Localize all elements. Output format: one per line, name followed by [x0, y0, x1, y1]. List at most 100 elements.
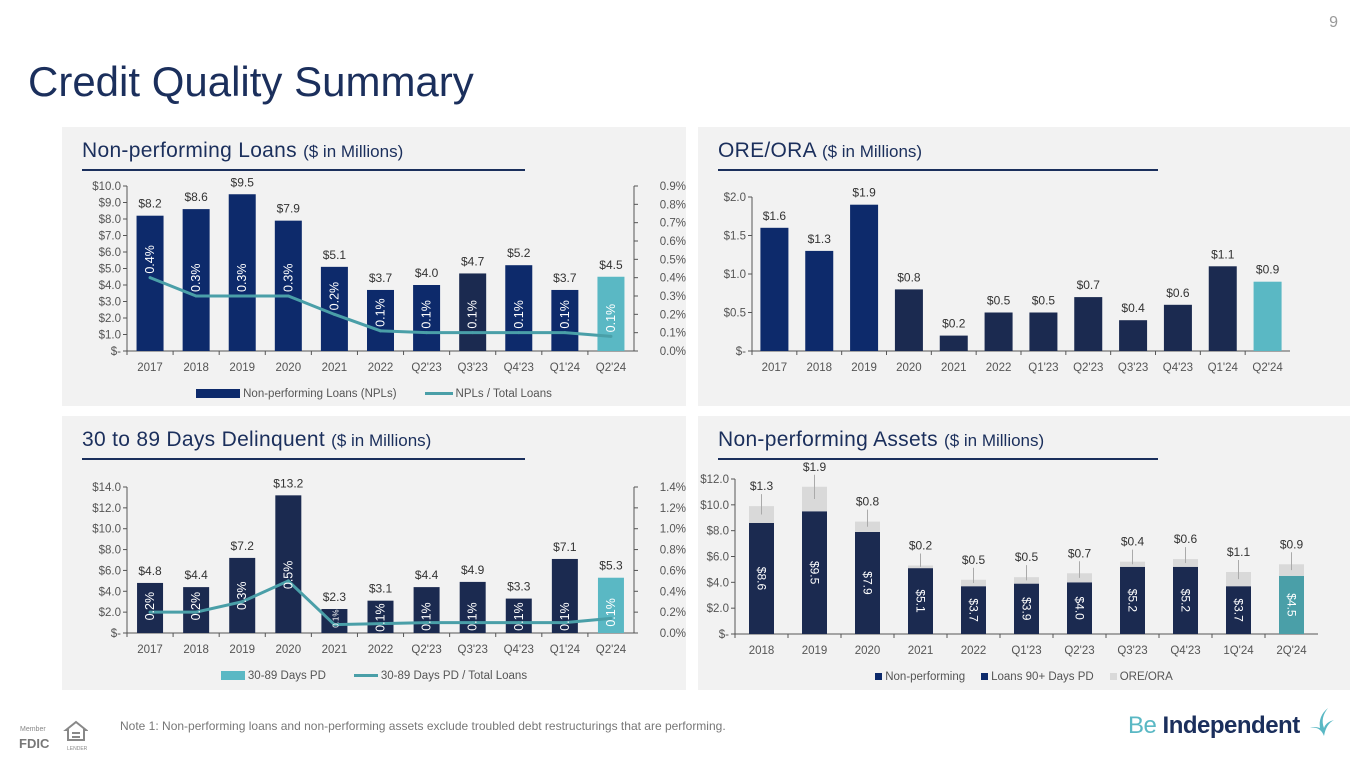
bar-value-label: $5.3: [599, 559, 623, 573]
title-underline: [82, 169, 525, 171]
bar: [1067, 582, 1092, 634]
bar: [1253, 281, 1282, 351]
legend-label: 30-89 Days PD: [247, 670, 326, 682]
ratio-value-label: 0.1%: [374, 603, 388, 632]
stack-segment-ore: [1067, 573, 1092, 583]
x-tick-label: Q4'23: [504, 362, 534, 374]
x-tick-label: 2022: [986, 362, 1012, 374]
bar-value-label: $3.7: [1232, 598, 1246, 622]
y-tick-label: $5.0: [99, 264, 121, 276]
bar-value-label: $5.2: [507, 246, 531, 260]
bar-value-label: $3.1: [369, 582, 393, 596]
y-tick-label: $14.0: [92, 482, 121, 494]
x-tick-label: 2019: [851, 362, 877, 374]
x-tick-label: 2021: [908, 645, 934, 657]
x-tick-label: 2017: [137, 644, 163, 656]
ore-value-label: $1.9: [803, 460, 827, 474]
y2-tick-label: 0.3%: [660, 291, 686, 303]
ore-value-label: $0.9: [1280, 537, 1304, 551]
y2-tick-label: 0.5%: [660, 254, 686, 266]
bar-value-label: $0.4: [1121, 301, 1145, 315]
bar-value-label: $4.5: [1285, 593, 1299, 617]
y2-tick-label: 0.0%: [660, 346, 686, 358]
ratio-point: [425, 331, 429, 335]
ratio-value-label: 0.4%: [143, 245, 157, 274]
y2-tick-label: 0.4%: [660, 586, 686, 598]
bar-value-label: $4.0: [1073, 596, 1087, 620]
bar-value-label: $4.4: [184, 568, 208, 582]
bar-value-label: $4.5: [599, 258, 623, 272]
stack-segment-ore: [908, 565, 933, 569]
legend-item: 30-89 Days PD: [220, 670, 326, 682]
y-tick-label: $2.0: [99, 313, 121, 325]
y2-tick-label: 0.8%: [660, 545, 686, 557]
x-tick-label: 2019: [229, 644, 255, 656]
ratio-point: [563, 331, 567, 335]
bar: [1279, 575, 1304, 634]
ratio-value-label: 0.2%: [327, 282, 341, 311]
y2-tick-label: 1.0%: [660, 524, 686, 536]
bar: [908, 568, 933, 634]
bar-value-label: $1.3: [808, 232, 832, 246]
x-tick-label: Q1'24: [550, 644, 581, 656]
ratio-point: [609, 334, 613, 338]
ratio-value-label: 0.1%: [558, 602, 572, 631]
bar: [320, 266, 348, 351]
legend-label: ORE/ORA: [1119, 671, 1173, 683]
delinquent-chart: $- $2.0 $4.0 $6.0 $8.0 $10.0 $12.0 $14.0 0.0% 0.2…: [92, 476, 686, 656]
bar: [321, 609, 348, 633]
y-tick-label: $6.0: [707, 552, 729, 564]
chart-title: ORE/ORA: [718, 139, 816, 162]
bar: [1120, 566, 1145, 634]
bar-value-label: $0.5: [987, 294, 1011, 308]
ratio-value-label: 0.3%: [235, 581, 249, 610]
y2-tick-label: 0.7%: [660, 218, 686, 230]
x-tick-label: Q1'23: [1011, 645, 1041, 657]
page-number: 9: [1329, 14, 1338, 31]
ratio-value-label: 0.1%: [331, 610, 340, 628]
y-tick-label: $-: [111, 628, 121, 640]
ratio-point: [471, 331, 475, 335]
x-tick-label: Q4'23: [1170, 645, 1200, 657]
bar: [749, 522, 774, 634]
bar-value-label: $0.6: [1166, 286, 1190, 300]
fdic-equal-housing-logo: Member FDIC LENDER: [19, 720, 88, 752]
y-tick-label: $-: [111, 346, 121, 358]
ratio-value-label: 0.1%: [558, 300, 572, 329]
bar-value-label: $3.3: [507, 580, 531, 594]
bar-value-label: $9.5: [231, 175, 255, 189]
ratio-point: [609, 616, 613, 620]
bar-value-label: $8.6: [184, 190, 208, 204]
bar-value-label: $5.1: [323, 248, 347, 262]
bar: [182, 209, 210, 351]
x-tick-label: 2020: [276, 362, 302, 374]
ratio-point: [240, 294, 244, 298]
title-underline: [718, 458, 1158, 460]
bar-value-label: $7.1: [553, 540, 577, 554]
legend-item: Non-performing Loans (NPLs): [196, 388, 397, 400]
legend-item: 30-89 Days PD / Total Loans: [353, 670, 527, 682]
npl-panel: Non-performing Loans ($ in Millions) $- $…: [62, 127, 686, 406]
chart-subtitle: ($ in Millions): [821, 142, 923, 161]
stack-segment-ore: [749, 506, 774, 523]
x-tick-label: 2018: [749, 645, 775, 657]
bar: [805, 250, 834, 351]
y-tick-label: $12.0: [700, 474, 729, 486]
bar: [137, 582, 164, 633]
y2-tick-label: 1.2%: [660, 503, 686, 515]
chart-title: 30 to 89 Days Delinquent: [82, 428, 326, 451]
bar-value-label: $7.9: [277, 202, 301, 216]
ratio-value-label: 0.1%: [512, 300, 526, 329]
ratio-value-label: 0.3%: [235, 264, 249, 293]
y-tick-label: $2.0: [99, 607, 121, 619]
x-tick-label: Q2'24: [1252, 362, 1283, 374]
bar-value-label: $3.7: [553, 271, 577, 285]
y2-tick-label: 0.6%: [660, 236, 686, 248]
x-tick-label: Q2'23: [1064, 645, 1094, 657]
x-tick-label: 2019: [802, 645, 828, 657]
y-tick-label: $10.0: [92, 524, 121, 536]
x-tick-label: 2022: [368, 644, 394, 656]
bar-value-label: $8.2: [138, 197, 162, 211]
x-tick-label: 2018: [183, 362, 209, 374]
bar: [1226, 586, 1251, 634]
